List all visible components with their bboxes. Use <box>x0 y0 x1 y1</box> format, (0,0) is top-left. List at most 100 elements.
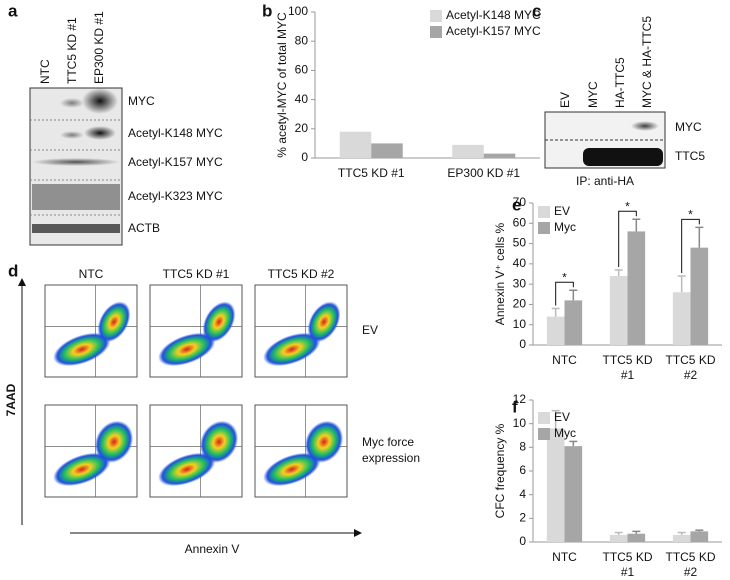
bar <box>609 534 628 542</box>
significance-star: * <box>688 208 693 222</box>
y-tick-label: 0 <box>519 534 526 548</box>
y-tick-label: 20 <box>295 121 309 135</box>
legend-swatch <box>538 206 550 218</box>
legend-swatch <box>430 26 442 38</box>
y-tick-label: 60 <box>295 63 309 77</box>
column-label: TTC5 KD #1 <box>163 267 230 281</box>
lane-label: EP300 KD #1 <box>92 11 106 84</box>
x-tick-label: EP300 KD #1 <box>447 166 520 180</box>
bar <box>609 276 628 345</box>
y-tick-label: 80 <box>295 33 309 47</box>
legend-label: EV <box>554 204 570 218</box>
panel-label: d <box>8 261 18 280</box>
y-tick-label: 0 <box>301 150 308 164</box>
row-label: EV <box>362 323 378 337</box>
bar <box>564 300 583 345</box>
y-axis-title: Annexin V⁺ cells % <box>493 222 507 325</box>
blot-c: EV MYC HA-TTC5 MYC & HA-TTC5 MYC TTC5 IP… <box>544 16 705 188</box>
y-tick-label: 30 <box>513 276 527 290</box>
lane-label: NTC <box>38 59 52 84</box>
y-tick-label: 10 <box>513 317 527 331</box>
legend-label: Acetyl-K148 MYC <box>446 8 541 22</box>
blot-footer: IP: anti-HA <box>576 174 634 188</box>
cell-cloud <box>263 332 321 367</box>
x-tick-label: TTC5 KD #1 <box>338 166 405 180</box>
bar <box>546 316 565 345</box>
y-tick-label: 6 <box>519 463 526 477</box>
panel-label: c <box>532 1 541 20</box>
row-label: MYC <box>128 94 155 108</box>
cell-cloud <box>307 301 341 343</box>
y-tick-label: 40 <box>295 92 309 106</box>
panel-label: b <box>262 1 272 20</box>
y-tick-label: 4 <box>519 487 526 501</box>
y-tick-label: 8 <box>519 440 526 454</box>
row-label: Acetyl-K148 MYC <box>128 126 223 140</box>
significance-star: * <box>562 270 567 284</box>
row-label: Acetyl-K157 MYC <box>128 155 223 169</box>
cell-cloud <box>97 301 131 343</box>
y-tick-label: 50 <box>513 236 527 250</box>
cell-cloud <box>158 332 216 367</box>
x-tick-label: TTC5 KD #2 <box>665 353 715 382</box>
legend-label: Myc <box>554 426 576 440</box>
legend-swatch <box>430 10 442 22</box>
panel-label: e <box>512 195 521 214</box>
x-tick-label: TTC5 KD #2 <box>665 550 715 579</box>
bar <box>564 446 583 542</box>
y-tick-label: 20 <box>513 297 527 311</box>
y-tick-label: 2 <box>519 511 526 525</box>
column-label: TTC5 KD #2 <box>268 267 335 281</box>
bar <box>371 143 403 158</box>
bar <box>483 153 516 158</box>
legend-swatch <box>538 412 550 424</box>
x-tick-label: TTC5 KD #1 <box>602 353 652 382</box>
lane-label: EV <box>558 92 572 108</box>
bar <box>690 247 709 345</box>
significance-bracket <box>681 218 700 274</box>
bar <box>546 428 565 542</box>
axis-title: Annexin V <box>185 542 240 556</box>
significance-bracket <box>555 281 574 306</box>
significance-star: * <box>625 199 630 213</box>
legend-label: Myc <box>554 220 576 234</box>
axis-title: 7AAD <box>4 383 18 416</box>
cell-cloud <box>199 420 239 463</box>
bar <box>672 292 691 345</box>
row-label: expression <box>362 451 420 465</box>
x-tick-label: NTC <box>552 550 577 564</box>
flow-d: 7AAD Annexin V <box>4 278 362 556</box>
bar <box>452 144 484 158</box>
bar <box>627 533 646 542</box>
y-tick-label: 10 <box>513 416 527 430</box>
row-label: ACTB <box>128 221 160 235</box>
bar <box>627 231 646 345</box>
cell-cloud <box>53 452 111 487</box>
y-axis-title: CFC frequency % <box>493 423 507 518</box>
y-tick-label: 70 <box>513 195 527 209</box>
y-tick-label: 60 <box>513 215 527 229</box>
y-axis-title: % acetyl-MYC of total MYC <box>275 12 289 158</box>
column-label: NTC <box>79 267 104 281</box>
cell-cloud <box>94 420 134 463</box>
panel-label: a <box>8 1 18 20</box>
lane-label: MYC & HA-TTC5 <box>640 16 654 108</box>
legend-label: Acetyl-K157 MYC <box>446 24 541 38</box>
cell-cloud <box>263 452 321 487</box>
bar <box>339 131 372 158</box>
lane-label: HA-TTC5 <box>613 57 627 108</box>
panel-label: f <box>512 397 518 416</box>
row-label: TTC5 <box>675 149 705 163</box>
y-tick-label: 100 <box>288 4 308 18</box>
y-tick-label: 0 <box>519 337 526 351</box>
legend-swatch <box>538 222 550 234</box>
legend-swatch <box>538 428 550 440</box>
lane-label: MYC <box>586 81 600 108</box>
cell-cloud <box>202 301 236 343</box>
legend-label: EV <box>554 410 570 424</box>
significance-bracket <box>618 210 637 267</box>
cell-cloud <box>158 452 216 487</box>
x-tick-label: TTC5 KD #1 <box>602 550 652 579</box>
y-tick-label: 40 <box>513 256 527 270</box>
